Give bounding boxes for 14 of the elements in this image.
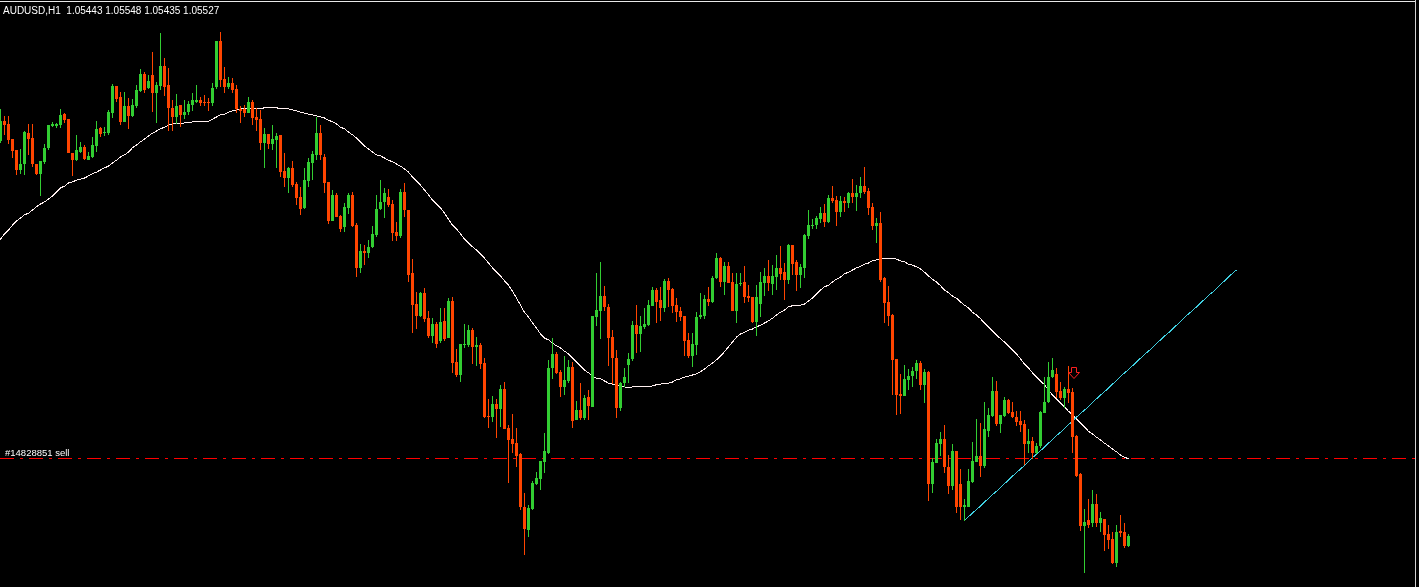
candlestick [183, 100, 186, 120]
candlestick [239, 106, 242, 123]
candlestick [699, 292, 702, 319]
candlestick [495, 398, 498, 438]
ref-line-label: #14828851 sell [5, 446, 70, 458]
candlestick [1083, 509, 1086, 573]
candlestick [363, 245, 366, 266]
candlestick [475, 337, 478, 366]
candlestick [707, 286, 710, 306]
candlestick [851, 179, 854, 203]
candlestick [739, 272, 742, 286]
chart-title: AUDUSD,H1 1.05443 1.05548 1.05435 1.05527 [3, 5, 220, 16]
candlestick [207, 98, 210, 111]
candlestick [855, 185, 858, 212]
